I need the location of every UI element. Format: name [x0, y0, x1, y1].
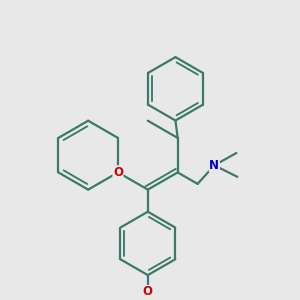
- Text: O: O: [113, 166, 123, 179]
- Text: N: N: [209, 159, 219, 172]
- Text: O: O: [143, 285, 153, 298]
